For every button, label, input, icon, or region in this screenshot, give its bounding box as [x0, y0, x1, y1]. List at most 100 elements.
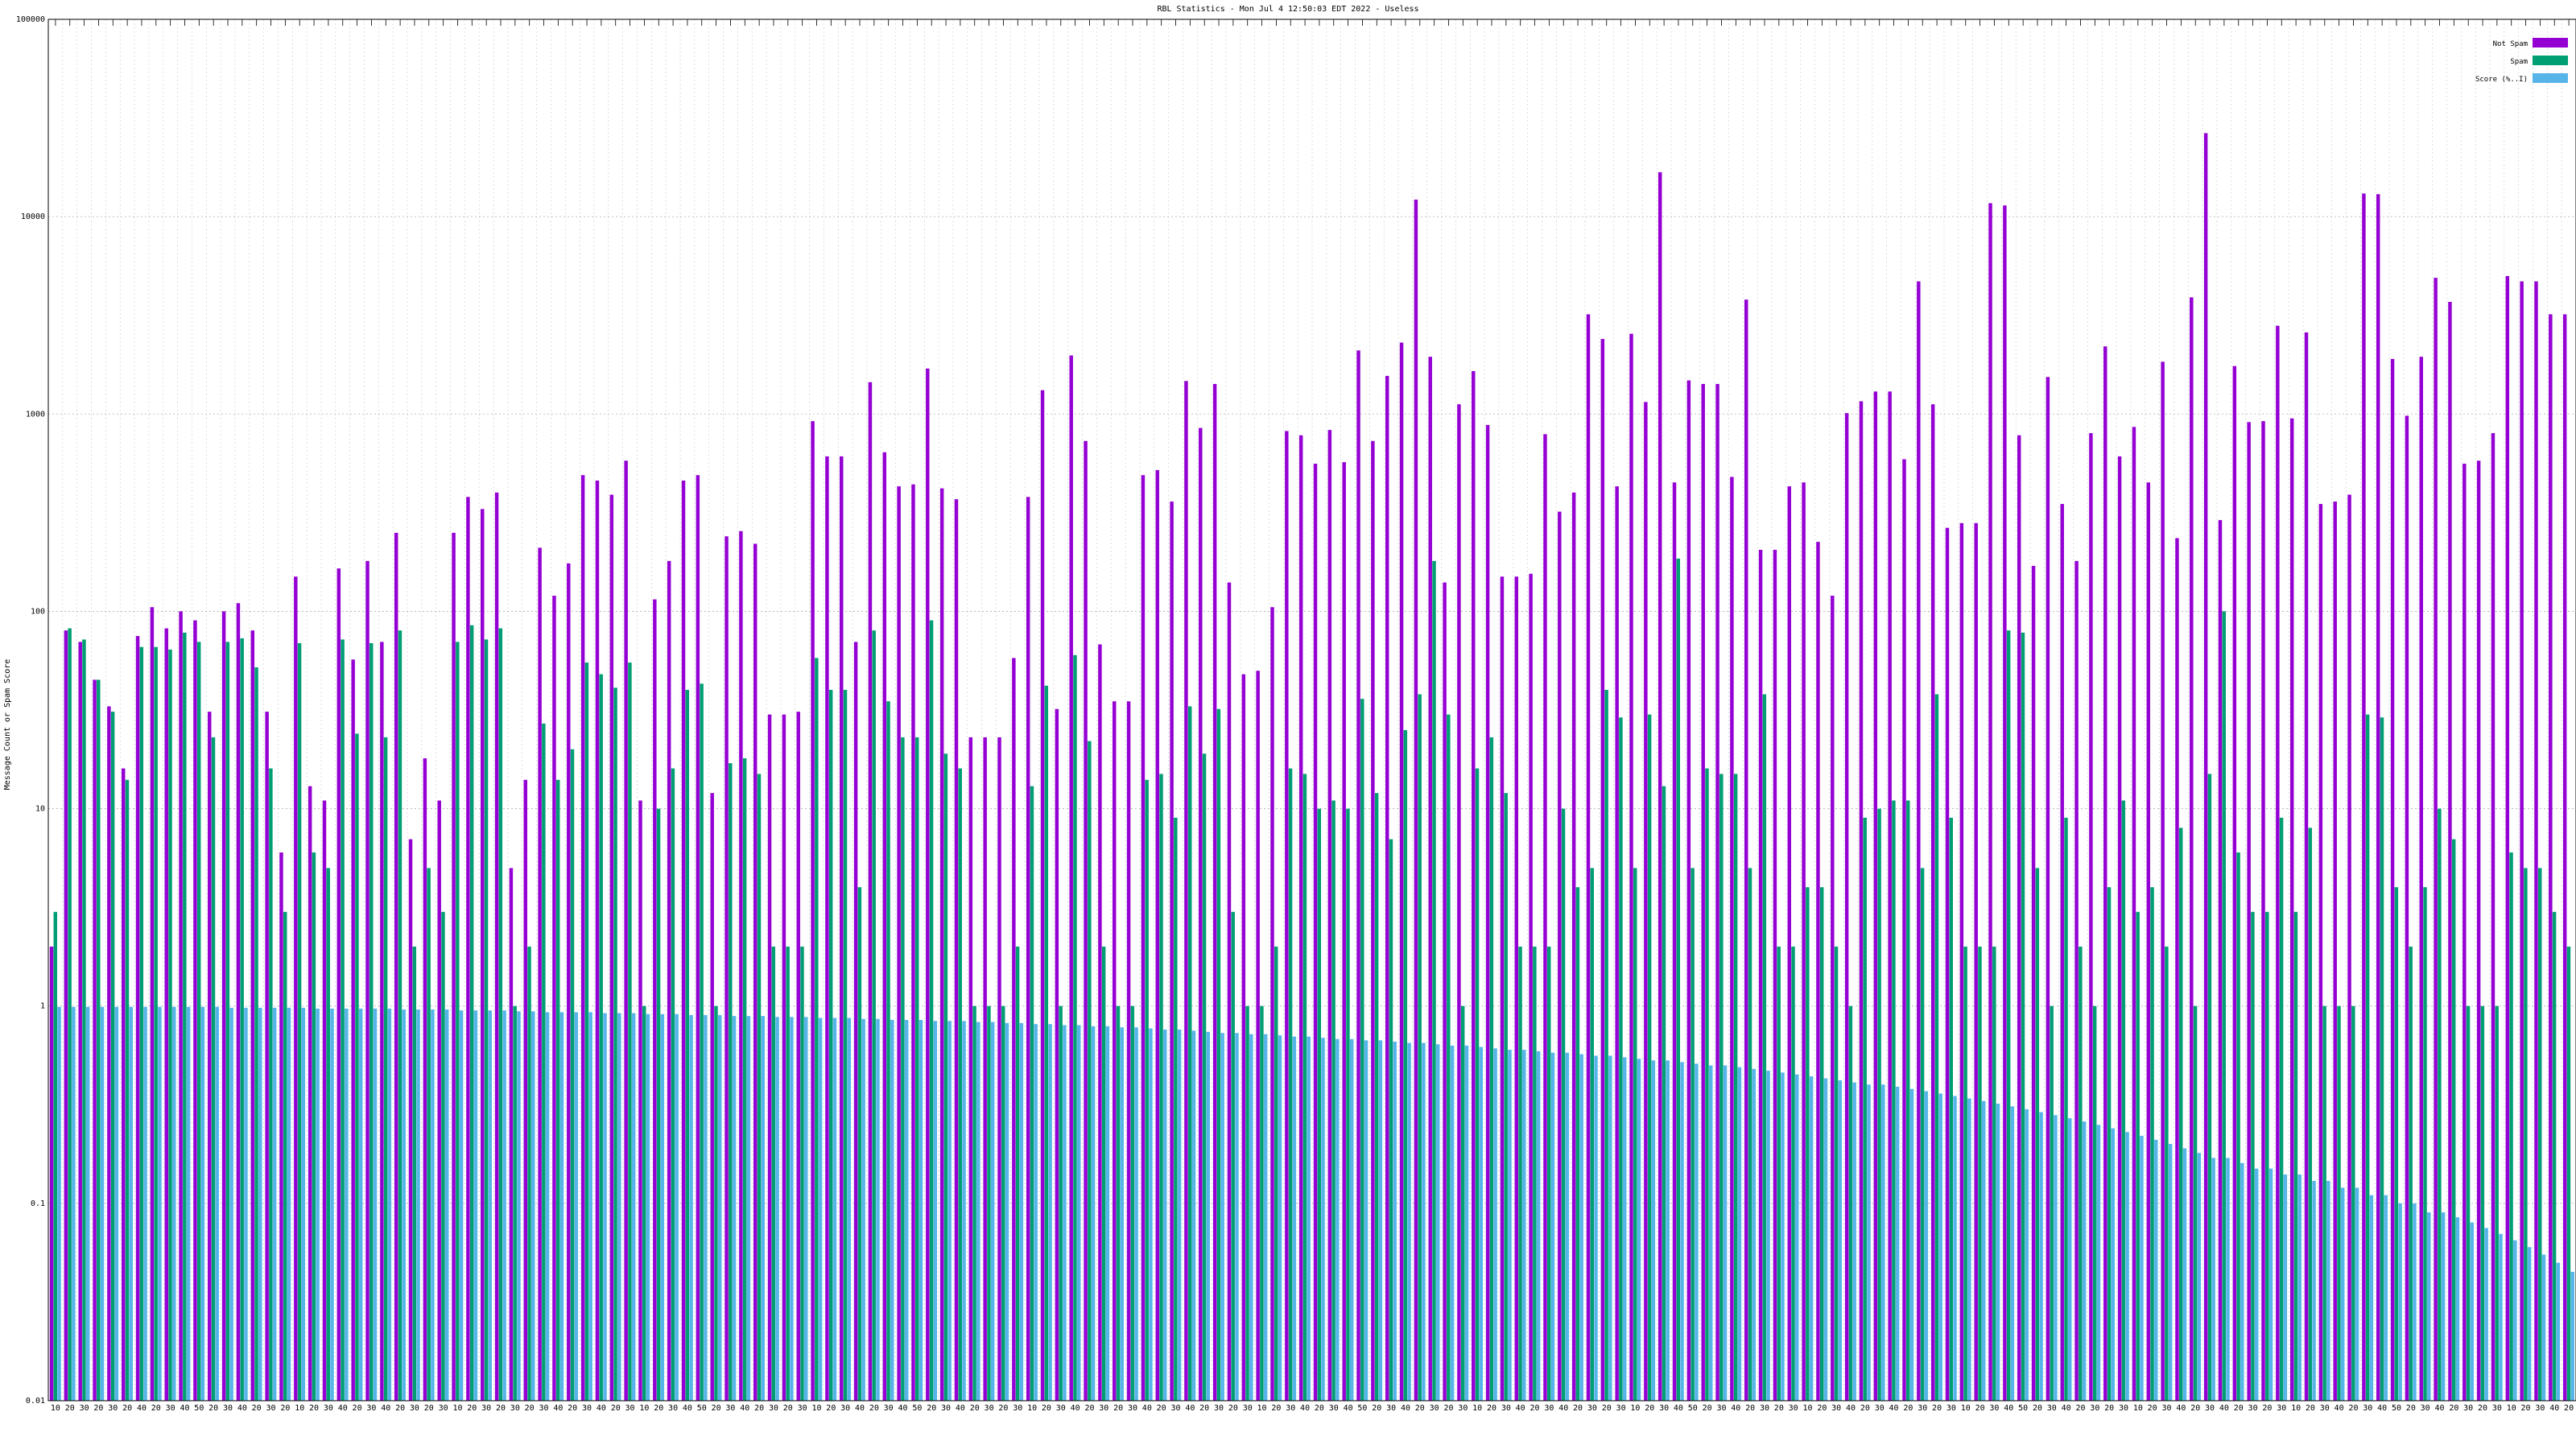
bar-spam — [1892, 800, 1896, 1401]
x-tick-label: 40 — [1401, 1404, 1410, 1413]
bar-not-spam — [1859, 401, 1864, 1402]
x-tick-label: 40 — [956, 1404, 965, 1413]
bar-not-spam — [1586, 314, 1591, 1402]
bar-score — [2054, 1115, 2058, 1401]
bar-spam — [872, 630, 876, 1401]
bar-score — [316, 1008, 320, 1401]
x-tick-label: 20 — [754, 1404, 764, 1413]
bar-spam — [1834, 946, 1839, 1401]
bar-not-spam — [882, 452, 887, 1401]
bar-not-spam — [236, 603, 241, 1401]
bar-score — [2197, 1153, 2202, 1401]
x-tick-label: 20 — [1271, 1404, 1281, 1413]
bar-not-spam — [853, 642, 858, 1401]
bar-score — [876, 1018, 880, 1401]
x-tick-label: 30 — [108, 1404, 118, 1413]
bar-spam — [1288, 768, 1293, 1401]
bar-spam — [2193, 1005, 2198, 1401]
bar-not-spam — [2117, 456, 2122, 1401]
bar-spam — [2035, 868, 2040, 1401]
bar-spam — [1719, 774, 1724, 1401]
bar-score — [143, 1006, 147, 1401]
bar-not-spam — [294, 576, 298, 1401]
bar-spam — [283, 911, 287, 1401]
x-tick-label: 40 — [740, 1404, 749, 1413]
bar-score — [517, 1011, 521, 1401]
bar-score — [631, 1013, 636, 1401]
x-tick-label: 30 — [1386, 1404, 1396, 1413]
bar-not-spam — [351, 659, 355, 1401]
bar-not-spam — [365, 560, 369, 1401]
bar-not-spam — [681, 480, 686, 1401]
bar-score — [172, 1006, 176, 1401]
bar-score — [559, 1012, 564, 1401]
x-tick-label: 20 — [826, 1404, 836, 1413]
bar-spam — [398, 630, 402, 1401]
x-tick-label: 30 — [2492, 1404, 2502, 1413]
x-tick-label: 40 — [2176, 1404, 2186, 1413]
bar-not-spam — [1758, 550, 1763, 1401]
bar-not-spam — [897, 486, 901, 1401]
bar-spam — [240, 638, 244, 1401]
bar-spam — [929, 620, 934, 1401]
bar-not-spam — [2060, 504, 2064, 1401]
bar-not-spam — [552, 596, 556, 1401]
x-tick-label: 30 — [1616, 1404, 1626, 1413]
bar-spam — [1518, 946, 1522, 1401]
bar-not-spam — [1184, 381, 1188, 1402]
bar-spam — [2107, 887, 2112, 1401]
bar-spam — [1762, 694, 1767, 1401]
bar-not-spam — [1686, 380, 1691, 1402]
bar-spam — [139, 646, 144, 1401]
bar-spam — [1877, 808, 1881, 1401]
bar-not-spam — [1672, 482, 1677, 1401]
bar-not-spam — [308, 786, 312, 1401]
bar-score — [1651, 1060, 1656, 1401]
bar-score — [1005, 1022, 1009, 1401]
bar-score — [1436, 1044, 1440, 1401]
bar-spam — [110, 712, 115, 1401]
bar-spam — [1073, 654, 1077, 1401]
bar-not-spam — [2017, 435, 2021, 1401]
x-tick-label: 10 — [2291, 1404, 2301, 1413]
bar-not-spam — [2304, 332, 2309, 1401]
bar-not-spam — [2318, 504, 2323, 1401]
bar-spam — [1460, 1005, 1465, 1401]
bar-score — [1149, 1028, 1153, 1401]
bar-not-spam — [64, 630, 68, 1401]
bar-not-spam — [1773, 550, 1777, 1401]
bar-spam — [757, 774, 762, 1401]
x-tick-label: 20 — [2478, 1404, 2487, 1413]
bar-marks — [49, 133, 2574, 1402]
bar-not-spam — [1844, 413, 1849, 1402]
bar-spam — [1374, 793, 1379, 1401]
x-tick-label: 30 — [481, 1404, 491, 1413]
bar-not-spam — [939, 488, 944, 1401]
bar-not-spam — [1514, 576, 1519, 1401]
bar-not-spam — [2232, 365, 2237, 1401]
bar-score — [832, 1018, 837, 1401]
bar-score — [1622, 1057, 1627, 1401]
x-tick-label: 20 — [252, 1404, 262, 1413]
x-tick-label: 40 — [2377, 1404, 2387, 1413]
bar-spam — [196, 642, 201, 1401]
bar-spam — [2251, 911, 2255, 1401]
legend-label: Not Spam — [2493, 40, 2528, 48]
bar-spam — [469, 625, 474, 1401]
x-tick-label: 30 — [1918, 1404, 1927, 1413]
bar-score — [1909, 1088, 1914, 1401]
bar-score — [129, 1006, 133, 1401]
bar-score — [1809, 1076, 1814, 1401]
bar-score — [1565, 1052, 1570, 1401]
x-tick-label: 30 — [2205, 1404, 2215, 1413]
bar-not-spam — [609, 494, 614, 1401]
bar-spam — [914, 737, 919, 1401]
bar-score — [646, 1013, 650, 1401]
x-tick-label: 50 — [1357, 1404, 1367, 1413]
x-tick-label: 20 — [568, 1404, 577, 1413]
bar-score — [1795, 1074, 1799, 1401]
bar-spam — [1863, 817, 1867, 1401]
x-tick-label: 10 — [811, 1404, 821, 1413]
x-tick-label: 20 — [1315, 1404, 1324, 1413]
bar-spam — [1202, 753, 1207, 1401]
